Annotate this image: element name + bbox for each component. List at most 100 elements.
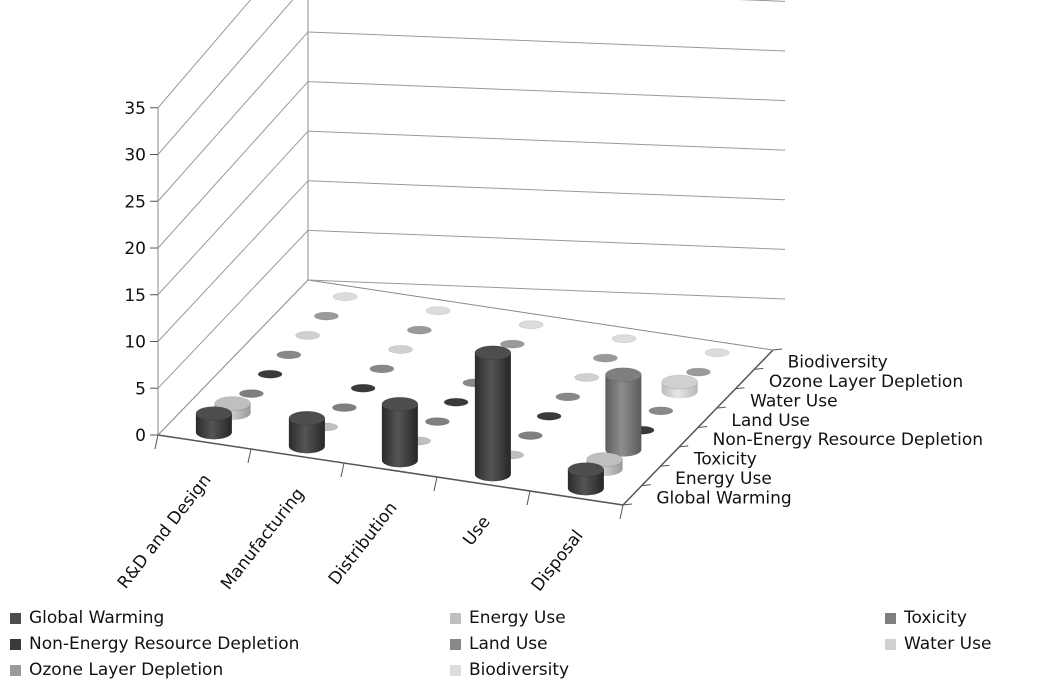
bar-top [704,348,730,357]
bar [648,406,674,416]
bar-top [425,306,451,315]
bar [605,367,642,457]
x-tick-mark [433,476,438,492]
x-tick-label: Use [459,512,494,549]
gridline-side [157,31,309,202]
y-tick-label: 35 [124,99,146,119]
depth-tick-label: Non-Energy Resource Depletion [713,430,983,450]
legend-item: Land Use [450,632,885,656]
bar-top [425,417,450,426]
x-tick-mark [340,462,345,478]
bar-top [388,345,413,354]
bar-top [350,383,376,393]
bar-body [605,374,642,457]
legend-label: Land Use [469,634,548,654]
bar-top [605,367,642,383]
bar [332,403,357,412]
legend-item: Water Use [885,632,1040,656]
legend-swatch [10,638,21,650]
gridline-side [157,0,294,155]
floor-front-edge [157,434,624,506]
y-tick-label: 30 [124,146,146,166]
bar-top [195,406,233,421]
legend-swatch [10,664,21,676]
bar-top [214,396,251,411]
x-tick-mark [526,490,531,506]
depth-tick-label: Toxicity [693,450,757,470]
depth-tick-mark [697,426,708,428]
legend-label: Ozone Layer Depletion [29,660,224,680]
bar-top [288,410,326,426]
legend-swatch [885,638,896,650]
bar [295,331,320,340]
bar-top [536,411,562,421]
bar-top [257,369,283,379]
gridline-side [157,81,309,249]
legend-swatch [450,612,461,624]
bar [388,345,413,354]
bar-top [648,406,674,416]
x-tick-label: Distribution [325,498,402,588]
bar [500,339,525,349]
gridline-back [307,81,786,102]
gridline-back [738,0,786,2]
legend-item: Toxicity [885,606,1040,630]
bar-top [295,331,320,340]
y-tick-label: 25 [124,192,146,212]
bar-body [474,352,511,482]
bar [593,353,618,363]
chart-bars [195,292,730,496]
bar [443,397,469,407]
legend-item: Energy Use [450,606,885,630]
chart-walls [157,0,786,506]
bar-top [239,389,264,398]
bar [350,383,376,393]
bar [314,311,339,321]
bar [425,306,451,315]
depth-tick-mark [735,387,745,390]
bar-top [555,392,581,402]
bar [518,431,543,440]
legend-item: Non-Energy Resource Depletion [10,632,450,656]
depth-tick-mark [679,445,689,448]
bar [239,389,264,398]
depth-tick-mark [660,464,670,467]
x-tick-mark [247,448,252,464]
legend-swatch [450,664,461,676]
bar [661,374,698,399]
bar-top [686,367,711,377]
x-tick-mark [619,504,624,520]
bar-top [518,431,543,440]
bar-body [195,413,232,440]
legend-swatch [450,638,461,650]
x-tick-label: Disposal [528,526,588,595]
depth-tick-mark [622,503,633,506]
y-axis-ticks: 0 5 10 15 20 25 30 35 [124,99,158,446]
bar [704,348,730,357]
legend-label: Non-Energy Resource Depletion [29,634,300,654]
gridline-side [157,230,309,389]
bar [407,325,432,335]
y-tick-label: 20 [124,239,146,259]
legend-swatch [885,612,896,624]
bar [288,410,326,454]
bar [425,417,450,426]
bar [611,334,637,343]
bar-top [314,311,339,321]
bar [518,320,544,329]
bar-top [567,462,605,477]
legend: Global Warming Energy Use Toxicity Non-Ener… [10,606,1040,682]
y-tick-label: 15 [124,286,146,306]
x-tick-mark [154,434,159,450]
bar [214,396,251,420]
y-tick-label: 10 [124,333,146,353]
bar [369,364,395,374]
bar [536,411,562,421]
legend-swatch [10,612,21,624]
bar-body [567,469,604,496]
bar [332,292,358,301]
gridline-back [307,229,786,250]
depth-tick-mark [641,484,651,487]
bar-top [586,452,623,467]
